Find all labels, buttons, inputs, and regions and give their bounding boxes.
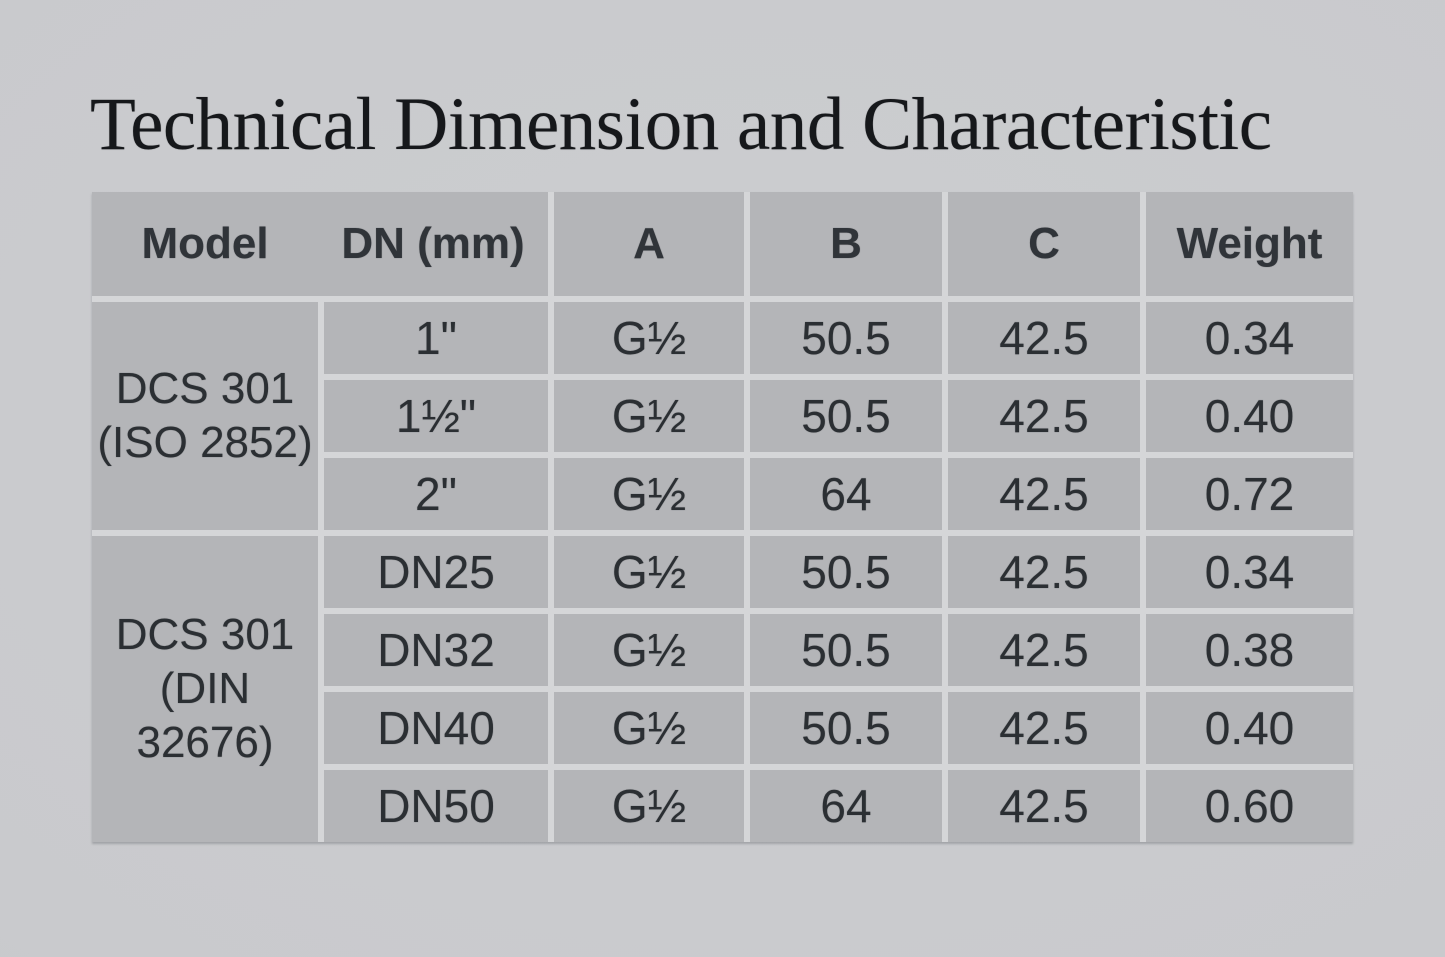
cell-g2r4-dn: DN50 bbox=[324, 770, 548, 842]
cell-g2r1-dn: DN25 bbox=[324, 536, 548, 608]
cell-g2r4-a: G½ bbox=[554, 770, 744, 842]
cell-g1r2-b: 50.5 bbox=[750, 380, 942, 452]
cell-g1r1-weight: 0.34 bbox=[1146, 302, 1353, 374]
header-b: B bbox=[750, 192, 942, 296]
technical-dimension-table: Model DN (mm) A B C Weight DCS 301 (ISO … bbox=[92, 192, 1353, 842]
cell-g2r2-a: G½ bbox=[554, 614, 744, 686]
model-standard: (DIN 32676) bbox=[136, 664, 274, 767]
cell-g1r2-a: G½ bbox=[554, 380, 744, 452]
cell-g1r3-a: G½ bbox=[554, 458, 744, 530]
cell-g1r1-a: G½ bbox=[554, 302, 744, 374]
cell-g2r3-weight: 0.40 bbox=[1146, 692, 1353, 764]
cell-g2r1-b: 50.5 bbox=[750, 536, 942, 608]
cell-g2r3-c: 42.5 bbox=[948, 692, 1140, 764]
model-group-din-32676: DCS 301 (DIN 32676) bbox=[92, 536, 318, 842]
model-name: DCS 301 bbox=[115, 364, 295, 414]
cell-g2r2-b: 50.5 bbox=[750, 614, 942, 686]
cell-g2r4-weight: 0.60 bbox=[1146, 770, 1353, 842]
cell-g1r3-b: 64 bbox=[750, 458, 942, 530]
header-weight: Weight bbox=[1146, 192, 1353, 296]
model-group-iso-2852: DCS 301 (ISO 2852) bbox=[92, 302, 318, 530]
cell-g1r2-c: 42.5 bbox=[948, 380, 1140, 452]
cell-g2r2-c: 42.5 bbox=[948, 614, 1140, 686]
cell-g2r4-c: 42.5 bbox=[948, 770, 1140, 842]
cell-g2r3-dn: DN40 bbox=[324, 692, 548, 764]
cell-g2r2-weight: 0.38 bbox=[1146, 614, 1353, 686]
cell-g2r1-a: G½ bbox=[554, 536, 744, 608]
model-name: DCS 301 bbox=[115, 610, 295, 660]
cell-g1r2-dn: 1½" bbox=[324, 380, 548, 452]
cell-g1r1-b: 50.5 bbox=[750, 302, 942, 374]
cell-g1r2-weight: 0.40 bbox=[1146, 380, 1353, 452]
header-model-dn: Model DN (mm) bbox=[92, 192, 548, 296]
header-model: Model bbox=[141, 219, 269, 268]
cell-g1r1-dn: 1" bbox=[324, 302, 548, 374]
cell-g2r4-b: 64 bbox=[750, 770, 942, 842]
cell-g2r2-dn: DN32 bbox=[324, 614, 548, 686]
cell-g2r1-weight: 0.34 bbox=[1146, 536, 1353, 608]
model-standard: (ISO 2852) bbox=[97, 418, 313, 467]
cell-g1r3-weight: 0.72 bbox=[1146, 458, 1353, 530]
page-title: Technical Dimension and Characteristic bbox=[90, 83, 1272, 166]
cell-g1r1-c: 42.5 bbox=[948, 302, 1140, 374]
cell-g1r3-c: 42.5 bbox=[948, 458, 1140, 530]
cell-g2r3-a: G½ bbox=[554, 692, 744, 764]
header-c: C bbox=[948, 192, 1140, 296]
header-dn: DN (mm) bbox=[341, 219, 525, 268]
cell-g2r3-b: 50.5 bbox=[750, 692, 942, 764]
header-a: A bbox=[554, 192, 744, 296]
cell-g1r3-dn: 2" bbox=[324, 458, 548, 530]
cell-g2r1-c: 42.5 bbox=[948, 536, 1140, 608]
